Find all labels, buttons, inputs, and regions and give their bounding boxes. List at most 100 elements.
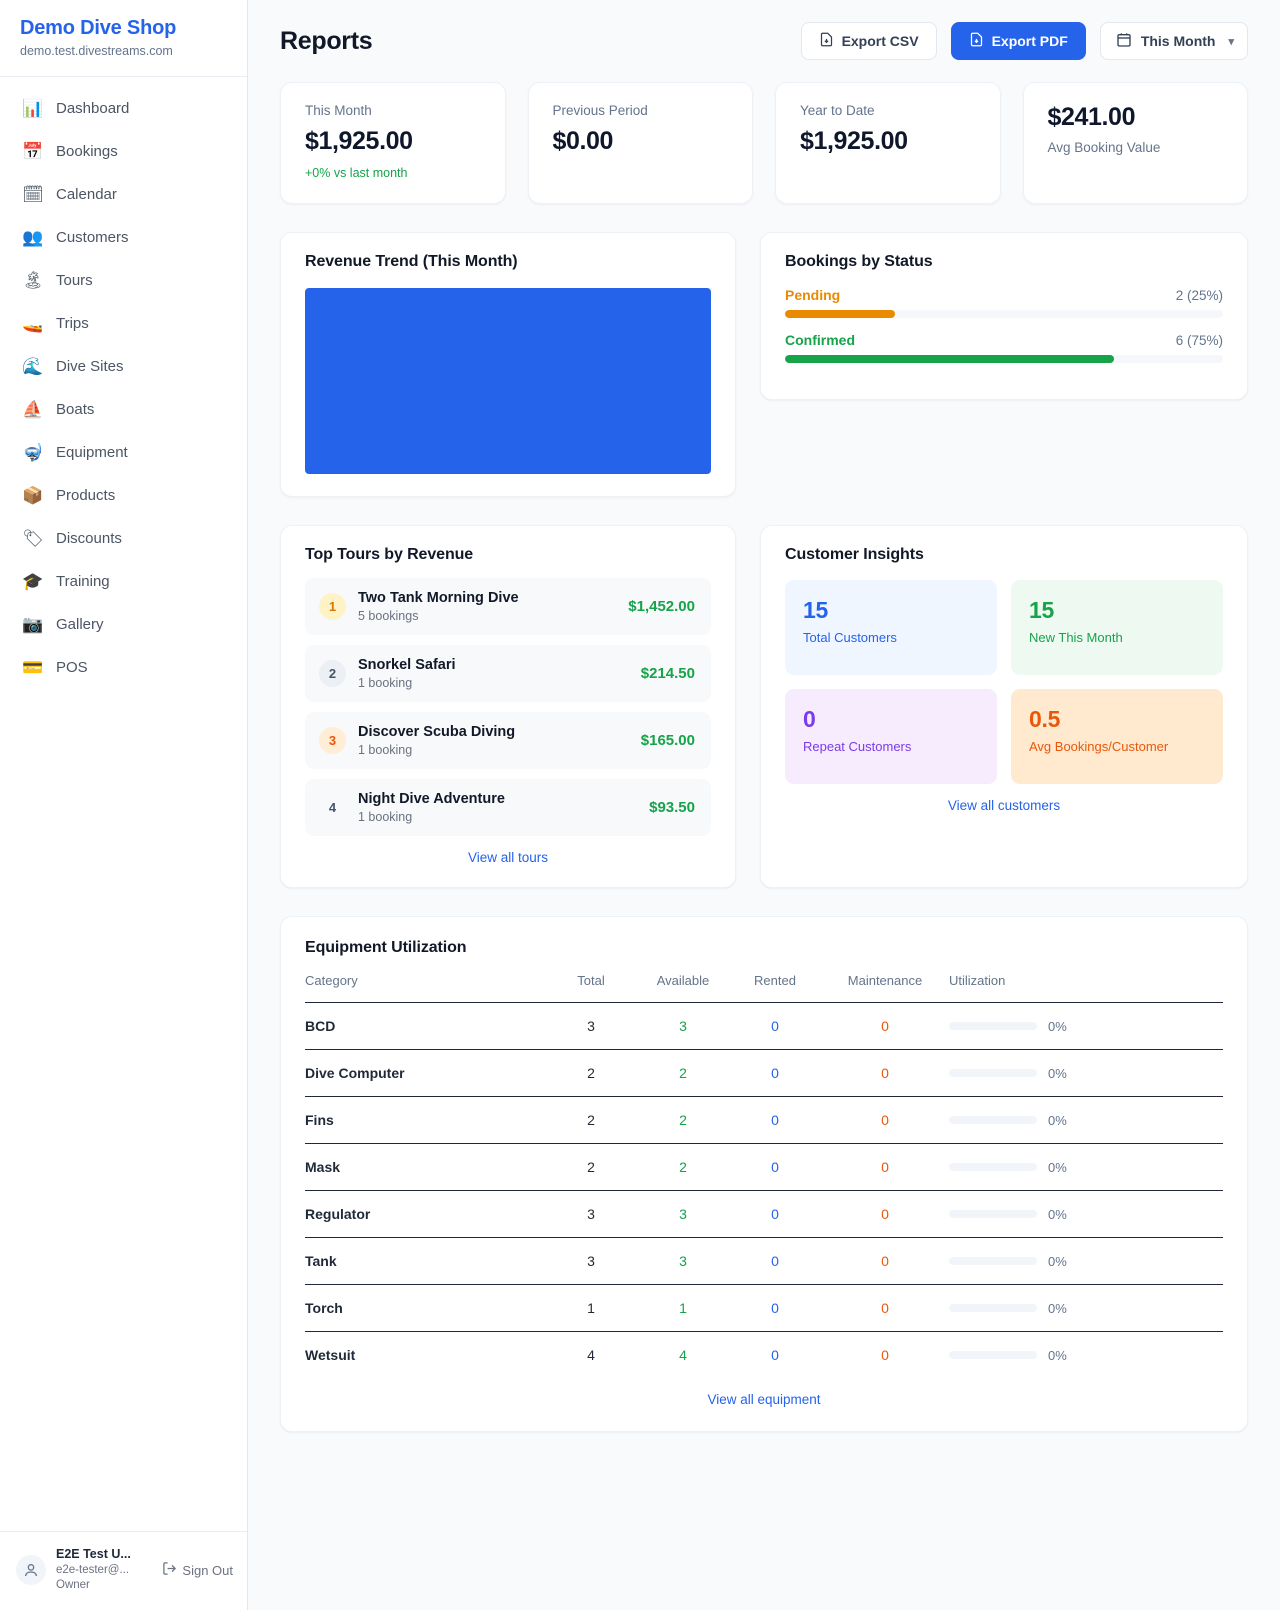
brand-block[interactable]: Demo Dive Shop demo.test.divestreams.com (0, 0, 247, 77)
export-pdf-button[interactable]: Export PDF (950, 22, 1086, 60)
sidebar-item-label: Bookings (56, 143, 118, 160)
main-content: Reports Export CSV E (248, 0, 1280, 1610)
tour-row[interactable]: 2 Snorkel Safari 1 booking $214.50 (305, 645, 711, 702)
equipment-maintenance: 0 (821, 1237, 949, 1285)
export-csv-button[interactable]: Export CSV (800, 22, 937, 60)
sidebar-item-dive-sites[interactable]: 🌊 Dive Sites (0, 345, 247, 388)
tour-rank-badge: 1 (319, 593, 346, 620)
sidebar-item-gallery[interactable]: 📷 Gallery (0, 603, 247, 646)
date-range-select[interactable]: This Month ▾ (1099, 22, 1248, 60)
view-all-tours-link[interactable]: View all tours (467, 850, 549, 865)
tour-revenue: $165.00 (640, 732, 695, 749)
column-header: Total (545, 973, 637, 1003)
calendar-icon: 🗓 (22, 184, 44, 204)
tour-row[interactable]: 4 Night Dive Adventure 1 booking $93.50 (305, 779, 711, 836)
equipment-rented: 0 (771, 1347, 779, 1363)
equipment-rented: 0 (729, 1049, 821, 1097)
view-all-customers-link[interactable]: View all customers (947, 798, 1061, 813)
status-label: Confirmed (785, 332, 855, 348)
tour-row[interactable]: 3 Discover Scuba Diving 1 booking $165.00 (305, 712, 711, 769)
equipment-utilization: 0% (949, 1143, 1223, 1191)
equipment-utilization: 0% (949, 1049, 1223, 1097)
column-header: Category (305, 973, 545, 1003)
dashboard-icon: 📊 (22, 98, 44, 118)
revenue-trend-chart (305, 288, 711, 474)
utilization-percent: 0% (1048, 1253, 1067, 1269)
tour-name: Two Tank Morning Dive (358, 590, 519, 606)
equipment-rented: 0 (729, 1190, 821, 1238)
sidebar-item-products[interactable]: 📦 Products (0, 474, 247, 517)
sidebar-item-tours[interactable]: 🏝 Tours (0, 259, 247, 302)
trips-icon: 🚤 (22, 313, 44, 333)
utilization-percent: 0% (1048, 1112, 1067, 1128)
stat-label: This Month (305, 103, 372, 118)
equipment-category: BCD (305, 1002, 545, 1050)
equipment-rented: 0 (729, 1002, 821, 1050)
top-tours-list: 1 Two Tank Morning Dive 5 bookings $1,452.0… (305, 578, 711, 836)
table-row: Torch 1 1 0 0 0% (305, 1284, 1223, 1332)
products-icon: 📦 (22, 485, 44, 505)
export-pdf-label: Export PDF (991, 33, 1068, 49)
user-name: E2E Test U... (56, 1547, 131, 1562)
sidebar-item-calendar[interactable]: 🗓 Calendar (0, 173, 247, 216)
equipment-available: 3 (637, 1002, 729, 1050)
bookings-status-title: Bookings by Status (785, 253, 933, 270)
sidebar-item-label: Tours (56, 272, 93, 289)
table-row: Tank 3 3 0 0 0% (305, 1237, 1223, 1285)
equipment-utilization: 0% (949, 1002, 1223, 1050)
sidebar-item-customers[interactable]: 👥 Customers (0, 216, 247, 259)
user-block: E2E Test U... e2e-tester@... Owner Sign … (0, 1531, 247, 1610)
sidebar-item-trips[interactable]: 🚤 Trips (0, 302, 247, 345)
equipment-maintenance: 0 (821, 1190, 949, 1238)
status-progress-fill (785, 310, 895, 318)
stat-label: Year to Date (800, 103, 875, 118)
stat-label: Previous Period (552, 103, 648, 118)
table-row: Wetsuit 4 4 0 0 0% (305, 1332, 1223, 1379)
column-header: Available (637, 973, 729, 1003)
sidebar-item-label: Dive Sites (56, 358, 124, 375)
equipment-category: Fins (305, 1096, 545, 1144)
equipment-utilization: 0% (949, 1332, 1223, 1379)
sidebar-item-pos[interactable]: 💳 POS (0, 646, 247, 689)
insight-tile: 15 Total Customers (785, 580, 997, 675)
revenue-trend-card: Revenue Trend (This Month) (280, 232, 736, 497)
stat-delta: +0% vs last month (305, 166, 408, 180)
brand-domain: demo.test.divestreams.com (20, 44, 173, 58)
sidebar-item-label: Discounts (56, 530, 122, 547)
tours-icon: 🏝 (22, 270, 44, 290)
equipment-total: 2 (545, 1143, 637, 1191)
status-count: 2 (25%) (1175, 288, 1223, 303)
table-row: Fins 2 2 0 0 0% (305, 1096, 1223, 1144)
sidebar-item-boats[interactable]: ⛵ Boats (0, 388, 247, 431)
sign-out-label: Sign Out (182, 1562, 233, 1578)
sidebar-item-label: POS (56, 659, 88, 676)
sidebar-item-dashboard[interactable]: 📊 Dashboard (0, 87, 247, 130)
insight-value: 15 (1029, 597, 1054, 623)
tour-row[interactable]: 1 Two Tank Morning Dive 5 bookings $1,452.0… (305, 578, 711, 635)
view-all-equipment-link[interactable]: View all equipment (707, 1392, 821, 1407)
sign-out-button[interactable]: Sign Out (162, 1561, 233, 1579)
sidebar-item-training[interactable]: 🎓 Training (0, 560, 247, 603)
insight-tile: 0 Repeat Customers (785, 689, 997, 784)
sidebar-item-bookings[interactable]: 📅 Bookings (0, 130, 247, 173)
column-header: Utilization (949, 973, 1223, 1003)
header-actions: Export CSV Export PDF (800, 22, 1248, 60)
sidebar-item-label: Calendar (56, 186, 117, 203)
equipment-total: 1 (545, 1284, 637, 1332)
sidebar-item-discounts[interactable]: 🏷 Discounts (0, 517, 247, 560)
stat-card: Year to Date $1,925.00 (775, 82, 1001, 204)
utilization-percent: 0% (1048, 1347, 1067, 1363)
equipment-maintenance: 0 (821, 1049, 949, 1097)
equipment-table: Category Total Available Rented Maintenance U… (305, 973, 1223, 1378)
utilization-bar (949, 1022, 1037, 1030)
sidebar-item-label: Dashboard (56, 100, 130, 117)
bookings-status-card: Bookings by Status Pending 2 (25%) Confirm… (760, 232, 1248, 400)
date-range-label: This Month (1140, 33, 1216, 49)
status-row: Confirmed 6 (75%) (785, 332, 1223, 363)
table-header-row: Category Total Available Rented Maintenance U… (305, 973, 1223, 1003)
sidebar: Demo Dive Shop demo.test.divestreams.com… (0, 0, 248, 1610)
equipment-total: 3 (545, 1190, 637, 1238)
equipment-category: Mask (305, 1143, 545, 1191)
dive-sites-icon: 🌊 (22, 356, 44, 376)
sidebar-item-equipment[interactable]: 🤿 Equipment (0, 431, 247, 474)
